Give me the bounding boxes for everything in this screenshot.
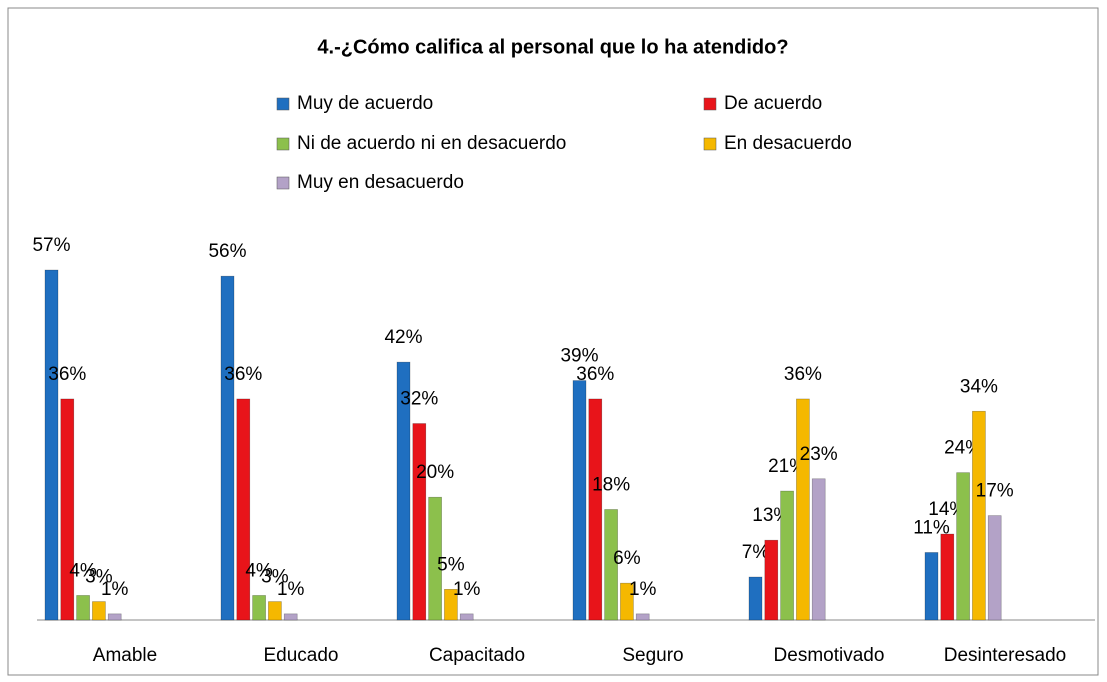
bar: [444, 588, 458, 621]
x-tick-label: Educado: [263, 645, 338, 666]
data-label: 56%: [208, 241, 246, 262]
data-label: 39%: [560, 346, 598, 367]
data-label: 23%: [800, 444, 838, 465]
bar: [620, 582, 634, 621]
data-label: 17%: [976, 481, 1014, 502]
bar: [940, 533, 955, 621]
x-tick-label: Amable: [93, 645, 157, 666]
bar: [924, 552, 939, 621]
bar: [236, 398, 251, 621]
data-label: 57%: [32, 235, 70, 256]
bar: [572, 380, 587, 621]
bar: [283, 613, 298, 621]
data-label: 1%: [277, 579, 305, 600]
data-label: 36%: [784, 364, 822, 385]
bar: [220, 275, 235, 621]
legend-swatch: [276, 137, 290, 151]
x-tick-label: Capacitado: [429, 645, 525, 666]
bar: [604, 509, 618, 621]
bar: [268, 601, 282, 621]
data-label: 42%: [384, 327, 422, 348]
bar: [956, 472, 970, 621]
legend-label: En desacuerdo: [724, 133, 852, 154]
x-tick-label: Desinteresado: [944, 645, 1067, 666]
bar: [60, 398, 75, 621]
data-label: 6%: [613, 548, 641, 569]
bar: [428, 496, 442, 621]
data-label: 7%: [742, 542, 770, 563]
data-label: 1%: [629, 579, 657, 600]
legend-swatch: [703, 97, 717, 111]
chart-title: 4.-¿Cómo califica al personal que lo ha …: [317, 36, 788, 58]
bar: [252, 595, 266, 621]
bar: [811, 478, 826, 621]
bar: [588, 398, 603, 621]
data-label: 3%: [261, 567, 289, 588]
data-label: 34%: [960, 376, 998, 397]
data-label: 4%: [245, 560, 273, 581]
data-label: 1%: [453, 579, 481, 600]
bar: [748, 576, 763, 621]
bar: [987, 515, 1002, 621]
bar: [76, 595, 90, 621]
chart-frame: [7, 7, 1099, 676]
data-label: 20%: [416, 462, 454, 483]
data-label: 32%: [400, 389, 438, 410]
data-label: 36%: [224, 364, 262, 385]
bar: [764, 539, 779, 621]
bar: [780, 490, 794, 621]
data-label: 11%: [913, 517, 950, 538]
legend-label: De acuerdo: [724, 93, 822, 114]
data-label: 1%: [101, 579, 129, 600]
bar: [92, 601, 106, 621]
data-label: 5%: [437, 554, 465, 575]
x-tick-label: Seguro: [622, 645, 683, 666]
data-label: 18%: [592, 474, 630, 495]
data-label: 3%: [85, 567, 113, 588]
legend-label: Muy de acuerdo: [297, 93, 433, 114]
legend-swatch: [703, 137, 717, 151]
legend-label: Ni de acuerdo ni en desacuerdo: [297, 133, 566, 154]
legend-label: Muy en desacuerdo: [297, 172, 464, 193]
bar: [635, 613, 650, 621]
bar: [459, 613, 474, 621]
bar: [44, 269, 59, 621]
bar: [107, 613, 122, 621]
bar: [396, 361, 411, 621]
data-label: 36%: [576, 364, 614, 385]
data-label: 36%: [48, 364, 86, 385]
legend-swatch: [276, 176, 290, 190]
bar: [972, 410, 986, 621]
data-label: 4%: [69, 560, 97, 581]
legend-swatch: [276, 97, 290, 111]
bar: [412, 423, 427, 621]
x-tick-label: Desmotivado: [774, 645, 885, 666]
bar: [796, 398, 810, 621]
